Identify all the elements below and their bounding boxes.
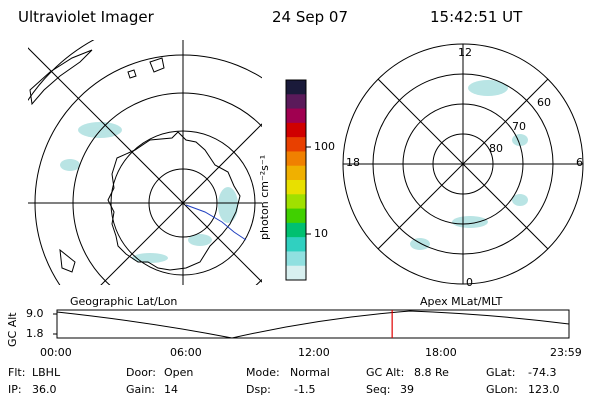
flt-value: LBHL — [32, 366, 61, 379]
colorbar-unit-label: photon cm⁻²s⁻¹ — [258, 154, 271, 240]
mlat-label-70: 70 — [512, 120, 526, 133]
longitude-lines — [28, 40, 262, 285]
timeline-axis-title: GC Alt — [6, 312, 19, 347]
ip-label: IP: — [8, 383, 22, 396]
geographic-map — [28, 40, 262, 285]
antarctica-coastline — [107, 131, 241, 271]
colorbar-segment — [286, 151, 306, 167]
observation-time: 15:42:51 UT — [430, 8, 523, 26]
timeline-x-tick-1200: 12:00 — [298, 346, 330, 359]
glat-label: GLat: — [486, 366, 516, 379]
colorbar-segment — [286, 108, 306, 124]
mode-label: Mode: — [246, 366, 280, 379]
colorbar-segment — [286, 180, 306, 195]
gain-value: 14 — [164, 383, 178, 396]
gain-label: Gain: — [126, 383, 155, 396]
mode-value: Normal — [290, 366, 330, 379]
timeline-x-tick-1800: 18:00 — [425, 346, 457, 359]
colorbar-segment — [286, 194, 306, 210]
colorbar-segment — [286, 137, 306, 152]
colorbar-segment — [286, 122, 306, 138]
right-projection-label: Apex MLat/MLT — [420, 295, 503, 308]
colorbar-segment — [286, 208, 306, 224]
altitude-curve — [56, 310, 570, 339]
gc-alt-label: GC Alt: — [366, 366, 405, 379]
colorbar-segment — [286, 237, 306, 252]
aurora-emission-left — [60, 122, 238, 263]
aurora-emission-right — [410, 80, 528, 250]
mlat-label-60: 60 — [537, 96, 551, 109]
timeline-y-tick-min: 1.8 — [26, 327, 44, 340]
colorbar-tick-100: 100 — [314, 140, 335, 153]
glon-label: GLon: — [486, 383, 518, 396]
mlat-label-80: 80 — [489, 142, 503, 155]
continent-coastline — [29, 49, 93, 106]
instrument-title: Ultraviolet Imager — [18, 8, 154, 26]
timeline-y-tick-max: 9.0 — [26, 307, 44, 320]
color-bar — [286, 80, 306, 281]
timeline-x-tick-0000: 00:00 — [40, 346, 72, 359]
colorbar-segment — [286, 251, 306, 267]
colorbar-segment — [286, 165, 306, 181]
colorbar-segment — [286, 222, 306, 238]
seq-label: Seq: — [366, 383, 391, 396]
dsp-value: -1.5 — [294, 383, 316, 396]
door-label: Door: — [126, 366, 156, 379]
dsp-label: Dsp: — [246, 383, 271, 396]
glon-value: 123.0 — [528, 383, 560, 396]
mlt-label-12: 12 — [458, 46, 472, 59]
colorbar-segment — [286, 265, 306, 281]
satellite-track — [185, 204, 247, 241]
mlt-label-6: 6 — [576, 156, 583, 169]
timeline-x-tick-2359: 23:59 — [550, 346, 582, 359]
colorbar-segment — [286, 80, 306, 95]
seq-value: 39 — [400, 383, 414, 396]
mlt-label-18: 18 — [346, 156, 360, 169]
colorbar-tick-10: 10 — [314, 227, 328, 240]
observation-date: 24 Sep 07 — [272, 8, 348, 26]
door-value: Open — [164, 366, 194, 379]
gc-alt-value: 8.8 Re — [414, 366, 449, 379]
flt-label: Flt: — [8, 366, 26, 379]
mlt-label-0: 0 — [466, 276, 473, 289]
glat-value: -74.3 — [528, 366, 557, 379]
altitude-timeline — [53, 309, 570, 339]
timeline-x-tick-0600: 06:00 — [170, 346, 202, 359]
magnetic-map — [342, 43, 584, 285]
colorbar-segment — [286, 94, 306, 110]
left-projection-label: Geographic Lat/Lon — [70, 295, 178, 308]
ip-value: 36.0 — [32, 383, 57, 396]
